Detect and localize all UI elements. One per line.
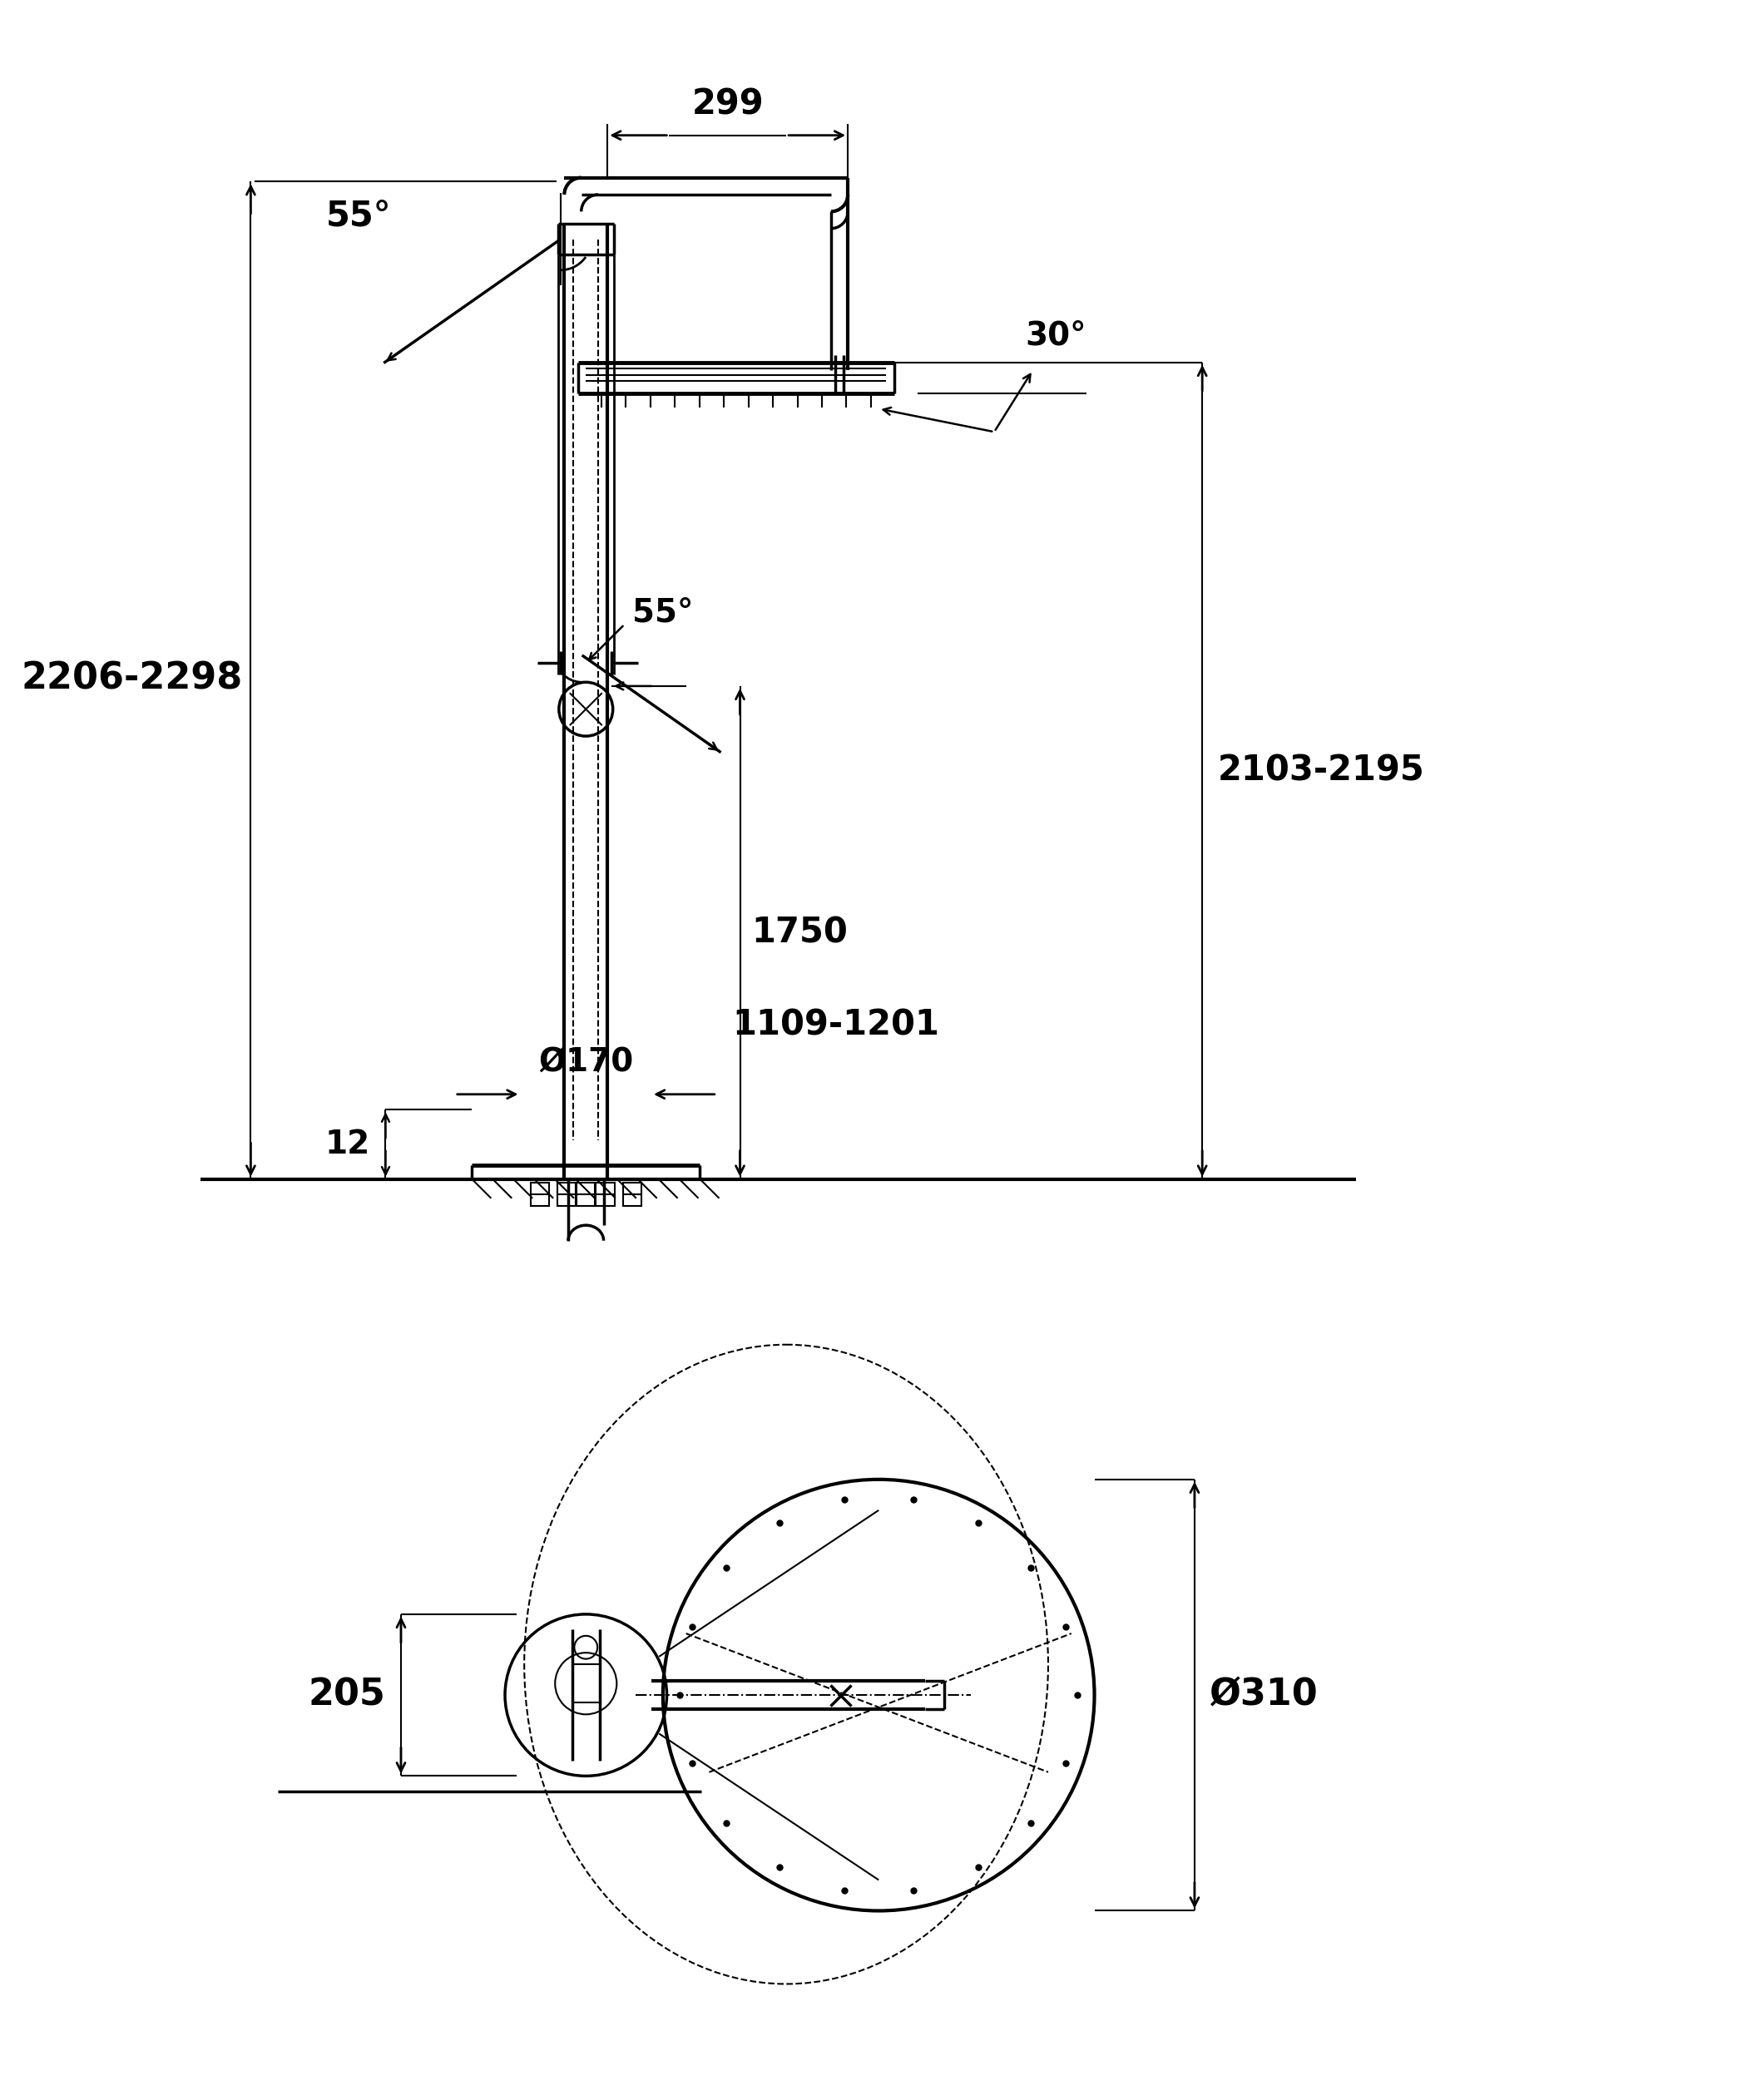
- Bar: [576, 1182, 596, 1205]
- Bar: [557, 1182, 576, 1205]
- Text: 299: 299: [692, 86, 764, 122]
- Bar: [531, 1182, 548, 1205]
- Text: 30°: 30°: [1025, 319, 1086, 351]
- Text: 55°: 55°: [326, 200, 391, 233]
- Text: 55°: 55°: [632, 596, 694, 628]
- Text: Ø310: Ø310: [1211, 1678, 1319, 1714]
- Text: Ø170: Ø170: [538, 1046, 634, 1077]
- Bar: [624, 1182, 641, 1205]
- Text: 205: 205: [308, 1678, 385, 1714]
- Text: 2206-2298: 2206-2298: [21, 662, 244, 697]
- Text: 1109-1201: 1109-1201: [732, 1008, 939, 1042]
- Text: 12: 12: [326, 1128, 370, 1159]
- Bar: [596, 1182, 615, 1205]
- Text: 1750: 1750: [752, 916, 848, 949]
- Text: 2103-2195: 2103-2195: [1218, 754, 1424, 788]
